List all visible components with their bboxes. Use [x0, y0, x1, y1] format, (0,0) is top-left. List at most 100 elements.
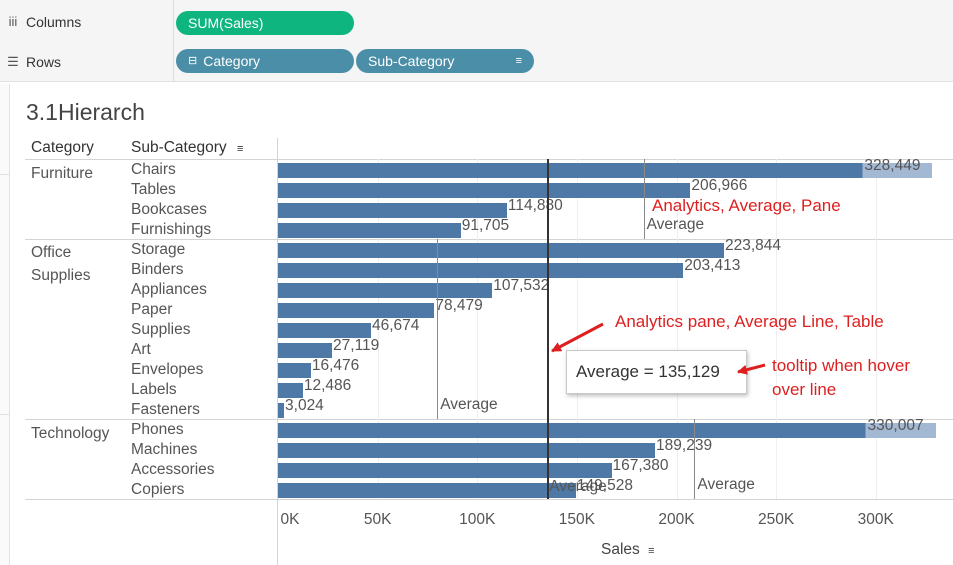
- bar-tables: [278, 183, 691, 198]
- x-tick-label: 100K: [459, 511, 496, 528]
- bar-binders: [278, 263, 684, 278]
- data-label: 12,486: [303, 377, 352, 394]
- bar-art: [278, 343, 333, 358]
- x-tick-label: 300K: [857, 511, 894, 528]
- x-tick-label: 250K: [758, 511, 795, 528]
- bar-accessories: [278, 463, 612, 478]
- sub-category-label: Phones: [131, 421, 184, 438]
- table-average-annotation: Analytics pane, Average Line, Table: [615, 312, 884, 331]
- x-tick-label: 200K: [658, 511, 695, 528]
- pane-average-label: Average: [697, 476, 755, 493]
- sub-category-label: Art: [131, 341, 151, 358]
- bar-fasteners: [278, 403, 285, 418]
- rows-shelf-label: ☰ Rows: [0, 43, 174, 81]
- bar-storage: [278, 243, 724, 258]
- columns-label: Columns: [26, 13, 82, 30]
- worksheet-title: 3.1Hierarch: [26, 99, 145, 125]
- sum-sales-pill-label: SUM(Sales): [188, 15, 264, 31]
- x-tick-label: 150K: [558, 511, 595, 528]
- category-label: Technology: [31, 425, 110, 442]
- rows-icon: ☰: [7, 54, 19, 69]
- sub-category-label: Storage: [131, 241, 186, 258]
- pane-average-line: [437, 239, 439, 419]
- data-label: 189,239: [656, 437, 713, 454]
- columns-icon: iii: [8, 14, 18, 29]
- axis-title: Sales ≡: [601, 541, 655, 559]
- gridline: [377, 159, 379, 499]
- bar-labels: [278, 383, 303, 398]
- sub-category-header[interactable]: Sub-Category ≡: [131, 139, 243, 157]
- category-pill-label: Category: [203, 53, 261, 69]
- tooltip-annotation-line2: over line: [772, 380, 837, 399]
- data-label: 114,880: [507, 197, 563, 214]
- gridline: [477, 159, 479, 499]
- side-panel-edge: [0, 84, 10, 565]
- sub-category-label: Machines: [131, 441, 198, 458]
- data-label: 330,007: [867, 417, 924, 434]
- columns-shelf-label: iii Columns: [0, 0, 174, 43]
- category-label: Furniture: [31, 165, 94, 182]
- category-label: Office Supplies: [31, 244, 91, 284]
- bar-paper: [278, 303, 435, 318]
- data-label: 16,476: [311, 357, 360, 374]
- gridline: [776, 159, 778, 499]
- sort-icon: ≡: [515, 55, 522, 67]
- sum-sales-pill[interactable]: SUM(Sales): [176, 11, 354, 35]
- tooltip-annotation-line1: tooltip when hover: [772, 356, 910, 375]
- table-average-line: [547, 159, 550, 499]
- sub-category-label: Furnishings: [131, 221, 212, 238]
- bar-supplies: [278, 323, 371, 338]
- sub-category-label: Envelopes: [131, 361, 204, 378]
- gridline: [676, 159, 678, 499]
- pane-average-label: Average: [440, 396, 498, 413]
- x-tick-label: 50K: [363, 511, 392, 528]
- sub-category-label: Tables: [131, 181, 176, 198]
- sort-icon[interactable]: ≡: [236, 143, 244, 155]
- sub-category-header-label: Sub-Category: [131, 139, 227, 156]
- data-label: 91,705: [461, 217, 510, 234]
- data-label: 328,449: [864, 157, 921, 174]
- category-header[interactable]: Category: [31, 139, 94, 156]
- bar-appliances: [278, 283, 493, 298]
- axis-sort-icon[interactable]: ≡: [648, 545, 655, 557]
- sub-category-label: Appliances: [131, 281, 207, 298]
- data-label: 107,532: [493, 277, 550, 294]
- rows-label: Rows: [26, 54, 62, 70]
- data-label: 46,674: [371, 317, 420, 334]
- bar-furnishings: [278, 223, 461, 238]
- sub-category-label: Chairs: [131, 161, 176, 178]
- bar-copiers: [278, 483, 576, 498]
- x-tick-label: 0K: [280, 511, 300, 528]
- data-label: 3,024: [285, 397, 324, 414]
- sub-category-label: Fasteners: [131, 401, 200, 418]
- data-label: 206,966: [691, 177, 748, 194]
- average-tooltip: Average = 135,129: [566, 350, 747, 394]
- axis-title-label: Sales: [601, 541, 640, 558]
- pane-average-line: [694, 419, 696, 499]
- sub-category-label: Paper: [131, 301, 173, 318]
- data-label: 149,528: [576, 477, 633, 494]
- data-label: 27,119: [333, 337, 380, 354]
- bar-envelopes: [278, 363, 311, 378]
- gridline: [875, 159, 877, 499]
- data-label: 78,479: [435, 297, 483, 314]
- sub-category-label: Labels: [131, 381, 177, 398]
- pane-average-label: Average: [646, 216, 705, 233]
- tooltip-annotation: tooltip when hover over line: [772, 354, 910, 402]
- sub-category-pill-label: Sub-Category: [368, 53, 455, 69]
- sub-category-label: Accessories: [131, 461, 215, 478]
- data-label: 203,413: [684, 257, 741, 274]
- bar-bookcases: [278, 203, 507, 218]
- sub-category-label: Copiers: [131, 481, 185, 498]
- sub-category-label: Bookcases: [131, 201, 207, 218]
- category-pill[interactable]: ⊟ Category: [176, 49, 354, 73]
- bar-machines: [278, 443, 656, 458]
- pane-average-line: [643, 159, 645, 239]
- sub-category-label: Supplies: [131, 321, 191, 338]
- rows-shelf: ☰ Rows ⊟ Category Sub-Category ≡: [0, 43, 953, 82]
- collapse-icon: ⊟: [188, 55, 198, 67]
- data-label: 167,380: [612, 457, 669, 474]
- pane-average-annotation: Analytics, Average, Pane: [652, 196, 841, 215]
- sub-category-pill[interactable]: Sub-Category ≡: [356, 49, 534, 73]
- bar-phones: [278, 423, 936, 438]
